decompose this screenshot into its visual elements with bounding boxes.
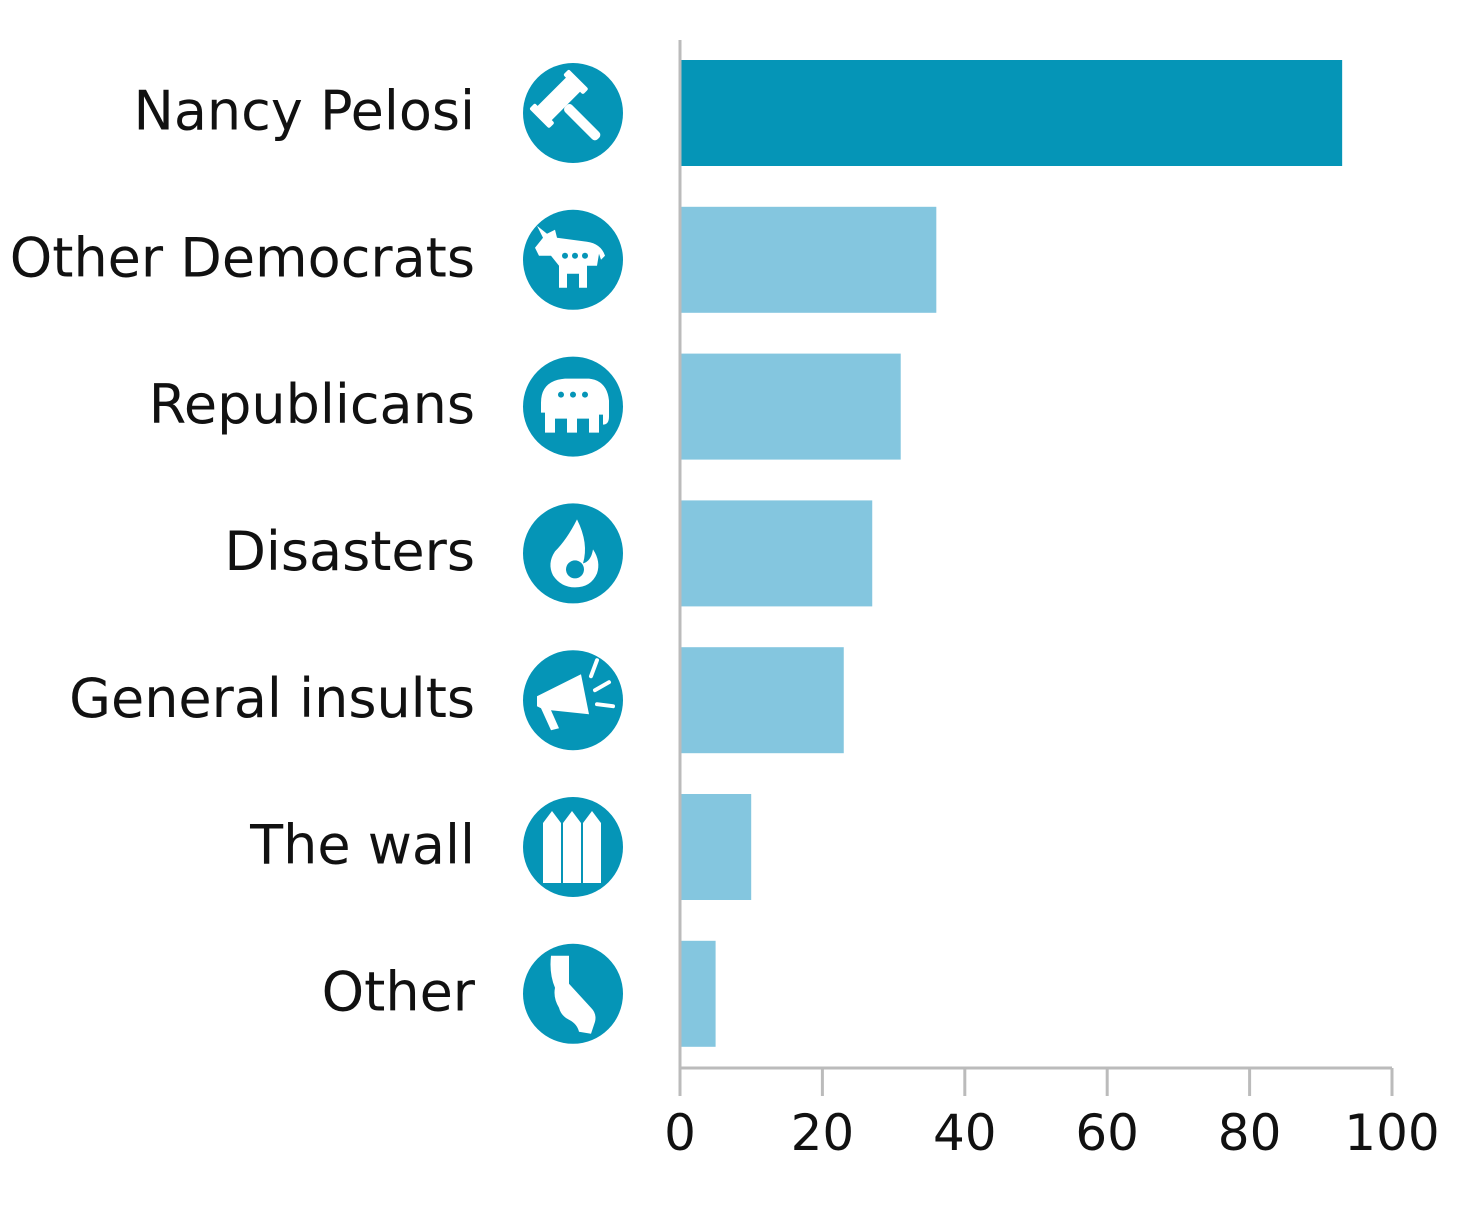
bar-disasters [680, 500, 873, 607]
icons-group [523, 63, 623, 1044]
x-ticks-group: 0 20 40 60 80 100 [664, 1068, 1440, 1162]
bar-general-insults [680, 647, 844, 754]
category-labels-group: Nancy Pelosi Other Democrats Republicans Di… [10, 80, 476, 1024]
category-label-republicans: Republicans [149, 373, 475, 436]
bars-group [680, 60, 1343, 1047]
california-icon [523, 943, 623, 1044]
x-tick-label-80: 80 [1218, 1104, 1282, 1162]
x-tick-label-40: 40 [933, 1104, 997, 1162]
category-label-general-insults: General insults [69, 667, 475, 730]
category-label-the-wall: The wall [249, 814, 475, 877]
gavel-icon [523, 63, 623, 163]
x-tick-label-0: 0 [664, 1104, 696, 1162]
fence-icon [523, 797, 623, 897]
category-label-other: Other [322, 960, 476, 1023]
bar-republicans [680, 353, 901, 460]
x-tick-label-60: 60 [1075, 1104, 1139, 1162]
category-label-nancy-pelosi: Nancy Pelosi [133, 80, 475, 143]
category-label-other-democrats: Other Democrats [10, 226, 475, 289]
category-label-disasters: Disasters [224, 520, 475, 583]
bar-other [680, 940, 716, 1047]
x-tick-label-20: 20 [791, 1104, 855, 1162]
bar-other-democrats [680, 206, 937, 313]
x-tick-label-100: 100 [1344, 1104, 1439, 1162]
elephant-icon [523, 356, 623, 457]
megaphone-icon [523, 650, 623, 751]
bar-nancy-pelosi [680, 60, 1343, 166]
donkey-icon [523, 209, 623, 310]
bar-the-wall [680, 794, 752, 900]
fire-icon [523, 503, 623, 604]
